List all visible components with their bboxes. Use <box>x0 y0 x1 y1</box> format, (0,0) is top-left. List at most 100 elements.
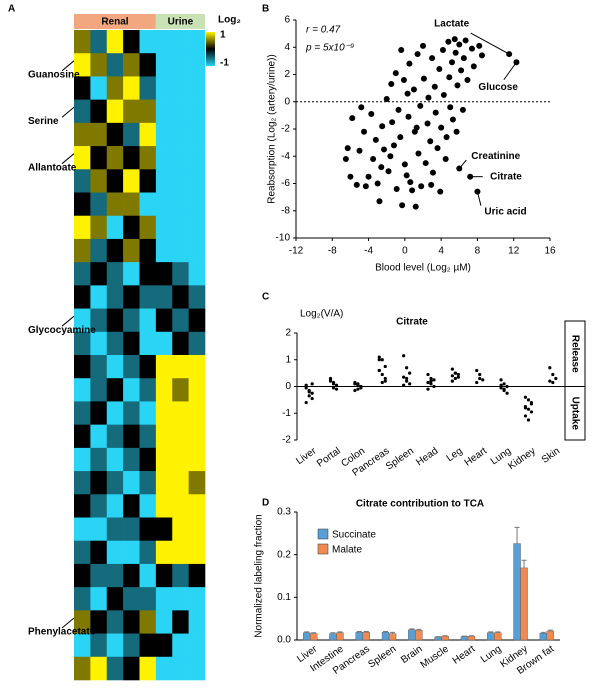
scatter-point <box>404 90 411 97</box>
heatmap-cell <box>172 238 189 263</box>
heatmap-cell <box>106 285 124 309</box>
heatmap-cell <box>90 192 108 217</box>
scatter-point <box>405 113 412 120</box>
dot <box>456 375 460 379</box>
side-box <box>564 386 586 441</box>
heatmap-cell <box>188 308 206 333</box>
heatmap-cell <box>139 401 157 425</box>
scatter-point <box>428 181 435 188</box>
heatmap-cell <box>188 587 206 611</box>
heatmap-cell <box>155 331 173 356</box>
heatmap-cell <box>90 30 108 54</box>
label-leader <box>476 191 482 206</box>
heatmap-cell <box>139 192 157 217</box>
scatter-point <box>390 142 397 149</box>
uptake-label: Uptake <box>569 397 580 431</box>
heatmap-cell <box>188 447 206 472</box>
bar <box>434 636 442 641</box>
x-tick-label: Spleen <box>384 446 416 473</box>
scatter-point <box>372 136 379 143</box>
y-tick-label: -1 <box>282 408 291 419</box>
panel-letter: B <box>262 4 269 15</box>
dot <box>450 374 454 378</box>
legend-swatch <box>317 543 329 555</box>
heatmap-cell <box>172 633 189 658</box>
heatmap-cell <box>123 262 140 286</box>
dot <box>380 358 384 362</box>
dot <box>408 382 412 386</box>
heatmap-cell <box>90 424 108 449</box>
heatmap-cell <box>106 99 124 124</box>
heatmap-cell <box>106 424 124 449</box>
heatmap-cell <box>106 355 124 379</box>
scatter-point <box>387 153 394 160</box>
scatter-point <box>403 172 410 179</box>
dot <box>450 379 454 383</box>
heatmap-cell <box>139 540 157 565</box>
scatter-point <box>443 134 450 141</box>
scatter-point <box>456 41 463 48</box>
heatmap-cell <box>188 30 206 54</box>
heatmap-cell <box>123 285 140 309</box>
heatmap-cell <box>90 285 108 309</box>
stat-p: p = 5x10⁻⁹ <box>305 43 354 54</box>
heatmap-cell <box>172 215 189 240</box>
heatmap-cell <box>90 169 108 193</box>
panel-letter: C <box>262 292 269 303</box>
heatmap-cell <box>155 494 173 518</box>
scatter-point <box>353 181 360 188</box>
scatter-point <box>399 202 406 209</box>
bar <box>546 630 555 641</box>
dot <box>353 380 357 385</box>
heatmap-cell <box>139 238 157 263</box>
heatmap-cell <box>74 378 91 402</box>
heatmap-cell <box>139 471 157 495</box>
heatmap-cell <box>74 308 91 333</box>
bar <box>362 632 370 641</box>
heatmap-cell <box>106 238 124 263</box>
scatter-point <box>424 120 431 127</box>
dot <box>331 382 336 386</box>
error-bar <box>540 631 546 634</box>
heatmap-cell <box>188 53 206 77</box>
dot <box>405 366 409 370</box>
scatter-point <box>389 119 396 126</box>
panel-letter: D <box>262 498 269 509</box>
heatmap-cell <box>74 633 91 658</box>
scatter-point <box>442 155 449 162</box>
label-leader <box>61 617 75 629</box>
heatmap-cell <box>90 146 108 170</box>
heatmap-cell <box>74 30 91 54</box>
heatmap-cell <box>155 99 173 124</box>
heatmap-cell <box>74 494 91 518</box>
heatmap-cell <box>188 169 206 193</box>
heatmap-cell <box>188 146 206 170</box>
heatmap-cell <box>106 494 124 518</box>
dot <box>377 368 381 373</box>
heatmap-cell <box>188 238 206 263</box>
point-label: Citrate <box>490 171 522 182</box>
y-tick-label: 4 <box>284 42 290 53</box>
label-leader <box>458 159 467 169</box>
scatter-point <box>410 86 417 93</box>
heatmap-cell <box>123 215 140 240</box>
scatter-point <box>342 155 349 162</box>
heatmap-cell <box>90 471 108 495</box>
heatmap-cell <box>74 146 91 170</box>
heatmap-cell <box>139 331 157 356</box>
heatmap-cell <box>123 122 140 147</box>
heatmap-cell <box>90 238 108 263</box>
scatter-point <box>392 70 399 77</box>
row-label: Phenylacetate <box>28 627 96 638</box>
scatter-point <box>380 146 387 153</box>
y-tick-label: -2 <box>282 435 291 446</box>
dot <box>475 380 479 385</box>
x-tick-label: 0 <box>402 246 408 257</box>
scatter-point <box>415 150 422 157</box>
scatter-point <box>409 187 416 194</box>
heatmap-cell <box>106 192 124 217</box>
heatmap-cell <box>155 424 173 449</box>
scatter-point <box>378 164 385 171</box>
dot <box>304 383 308 387</box>
heatmap-cell <box>123 76 140 100</box>
